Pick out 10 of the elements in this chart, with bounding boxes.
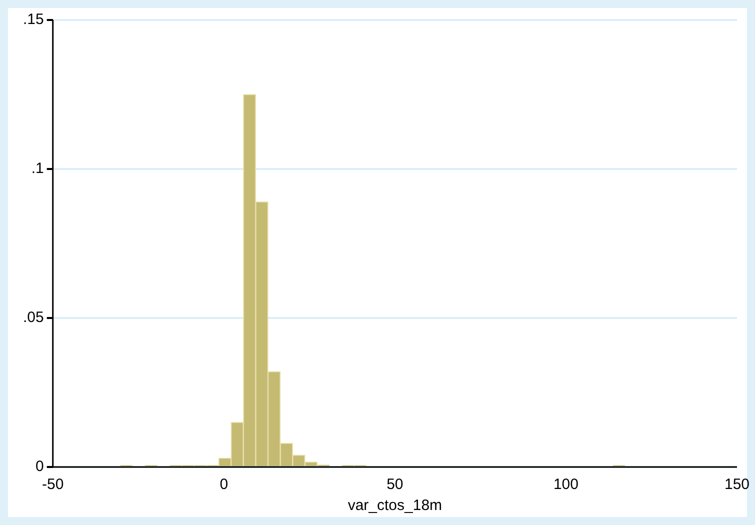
x-tick-label: 0	[220, 476, 228, 494]
x-axis-title: var_ctos_18m	[348, 497, 442, 514]
y-tick-label: .1	[31, 160, 44, 178]
y-tick-label: .15	[22, 11, 44, 28]
y-tick-label: .05	[22, 309, 44, 326]
x-tick-label: -50	[42, 476, 64, 494]
x-tick-label: 50	[386, 476, 404, 494]
x-tick-label: 100	[553, 476, 578, 494]
y-tick-label: 0	[36, 458, 44, 476]
x-tick-label: 150	[724, 476, 750, 494]
